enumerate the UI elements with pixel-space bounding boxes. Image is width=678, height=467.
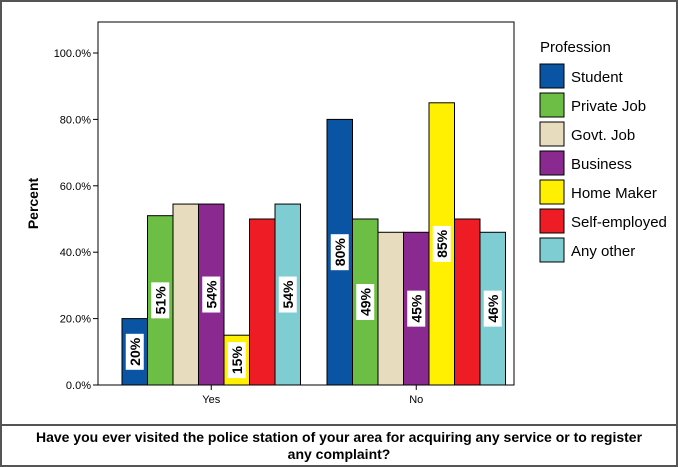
data-label: 80% [332,238,348,267]
x-tick-label: No [409,394,423,406]
data-label-bg [278,276,297,313]
data-label: 15% [229,346,245,375]
legend-swatch [539,179,565,205]
chart-area: 0.0% 20.0% 40.0% 60.0% 80.0% 100.0% Percent Yes… [2,2,676,426]
data-label: 85% [434,229,450,258]
y-axis-title: Percent [25,177,41,229]
data-label-bg [125,333,144,370]
legend-label: Private Job [571,98,646,115]
y-tick-label: 100.0% [54,48,92,60]
x-tick-label: Yes [202,394,220,406]
data-label-bg [151,282,170,319]
y-tick-label: 0.0% [66,380,91,392]
data-label-bg [330,234,349,271]
legend-swatch [539,150,565,176]
legend-label: Home Maker [571,185,657,202]
y-tick-label: 40.0% [60,247,91,259]
chart-question-caption: Have you ever visited the police station… [35,428,643,462]
y-tick-label: 80.0% [60,114,91,126]
bar [249,218,276,386]
legend-swatch [539,92,565,118]
data-label-bg [356,284,375,320]
legend-swatch [539,63,565,89]
data-label-bg [432,225,451,262]
data-label: 46% [485,294,501,323]
data-label-bg [227,342,246,379]
legend-label: Govt. Job [571,127,635,144]
data-label: 45% [408,294,424,323]
legend-title: Profession [540,39,611,56]
data-label-bg [202,276,221,313]
bar [172,203,199,386]
legend-swatch [539,237,565,263]
legend-swatch [539,208,565,234]
data-label: 49% [357,287,373,316]
legend-label: Student [571,69,624,86]
data-label: 54% [280,280,296,309]
data-label-bg [407,290,426,327]
data-label: 54% [203,280,219,309]
legend-label: Business [571,156,632,173]
y-tick-label: 60.0% [60,181,91,193]
legend-label: Any other [571,243,635,260]
bar [377,231,404,386]
data-label: 51% [152,286,168,315]
legend-label: Self-employed [571,214,667,231]
legend-swatch [539,121,565,147]
data-label-bg [483,290,502,327]
bar [454,218,481,386]
y-tick-label: 20.0% [60,314,91,326]
data-label: 20% [127,337,143,366]
bar-chart: 0.0% 20.0% 40.0% 60.0% 80.0% 100.0% Percent Yes… [25,21,667,406]
